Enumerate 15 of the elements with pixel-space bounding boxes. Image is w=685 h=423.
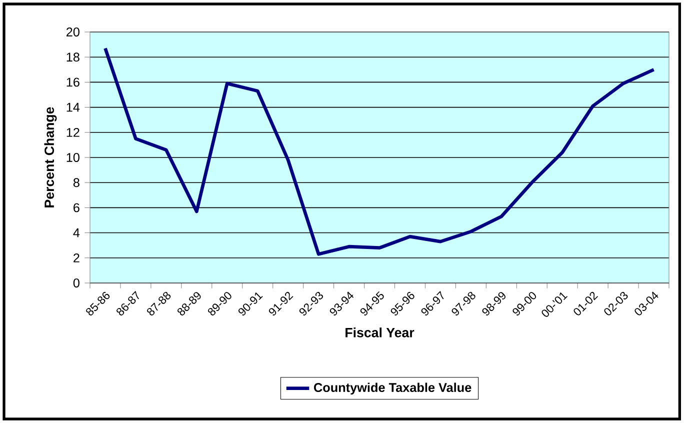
y-tick-label: 14 (66, 102, 80, 112)
y-axis-title: Percent Change (44, 107, 57, 208)
legend-label: Countywide Taxable Value (314, 382, 472, 395)
y-tick-label: 6 (74, 203, 80, 212)
y-tick-label: 2 (74, 253, 80, 262)
y-tick-label: 12 (66, 128, 80, 137)
y-tick-label: 8 (73, 178, 80, 188)
y-tick-label: 0 (73, 278, 80, 288)
y-tick-label: 4 (73, 228, 80, 238)
x-axis-title: Fiscal Year (346, 328, 414, 338)
y-tick-label: 16 (66, 78, 80, 87)
y-tick-label: 10 (66, 153, 80, 162)
y-tick-label: 18 (66, 52, 80, 62)
line-series (104, 46, 656, 256)
y-tick-label: 20 (66, 28, 80, 36)
